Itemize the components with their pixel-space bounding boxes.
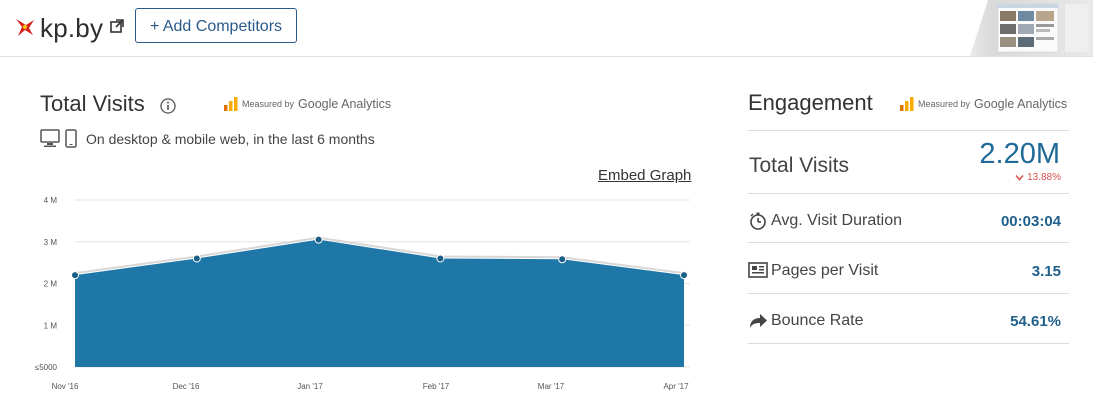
measured-by-label: Measured by: [918, 99, 971, 109]
site-favicon-icon: [16, 19, 34, 36]
divider: [748, 343, 1069, 344]
bounce-rate-label: Bounce Rate: [771, 312, 864, 329]
y-tick-label: 4 M: [44, 196, 58, 205]
pages-per-visit-label: Pages per Visit: [771, 262, 879, 279]
device-icons: [40, 129, 77, 148]
total-visits-chart: 4 M 3 M 2 M 1 M ≤5000 Nov '16 Dec '16 Jan '17 Fe…: [35, 196, 690, 391]
engagement-title: Engagement: [748, 90, 873, 115]
pages-per-visit-value: 3.15: [1031, 263, 1061, 280]
y-tick-label: ≤5000: [35, 363, 58, 372]
measured-by-label: Measured by: [242, 99, 295, 109]
engagement-total-visits-label: Total Visits: [749, 154, 849, 177]
ga-badge-engagement: Measured by Google Analytics: [900, 97, 1067, 111]
visits-line-shadow: [74, 236, 685, 275]
x-tick-label: Feb '17: [423, 382, 450, 391]
engagement-total-visits-value: 2.20M: [979, 138, 1060, 170]
stopwatch-icon: [750, 212, 766, 230]
y-tick-label: 1 M: [44, 321, 58, 330]
mobile-icon: [65, 129, 77, 148]
data-point: [315, 236, 322, 243]
visits-area: [75, 239, 684, 367]
ga-name-label: Google Analytics: [974, 97, 1068, 111]
data-point: [681, 272, 687, 279]
external-link-icon[interactable]: [110, 19, 124, 33]
embed-graph-link[interactable]: Embed Graph: [598, 167, 692, 184]
google-analytics-icon: [224, 97, 238, 111]
bounce-arrow-icon: [750, 314, 767, 328]
total-visits-title: Total Visits: [40, 91, 145, 116]
domain-title: kp.by: [40, 13, 104, 43]
x-tick-label: Jan '17: [297, 382, 323, 391]
data-point: [72, 272, 78, 279]
bounce-rate-value: 54.61%: [1010, 313, 1061, 330]
site-preview-thumbnail[interactable]: [940, 0, 1093, 56]
avg-visit-duration-value: 00:03:04: [1000, 213, 1061, 230]
divider: [748, 193, 1069, 194]
chevron-down-icon: [1015, 174, 1024, 181]
x-tick-label: Nov '16: [52, 382, 79, 391]
divider: [748, 242, 1069, 243]
ga-name-label: Google Analytics: [298, 97, 392, 111]
top-bar: kp.by + Add Competitors: [0, 0, 1093, 57]
x-tick-label: Mar '17: [538, 382, 565, 391]
data-point: [559, 256, 566, 263]
avg-visit-duration-label: Avg. Visit Duration: [771, 212, 903, 229]
total-visits-change: 13.88%: [1015, 172, 1061, 183]
data-point: [437, 255, 444, 262]
y-tick-label: 2 M: [44, 280, 58, 289]
divider: [748, 130, 1069, 131]
pages-icon: [748, 262, 768, 278]
add-competitors-button[interactable]: + Add Competitors: [135, 8, 297, 43]
info-icon[interactable]: [160, 98, 176, 114]
total-visits-change-value: 13.88%: [1027, 172, 1061, 183]
x-tick-label: Dec '16: [173, 382, 200, 391]
ga-badge-traffic: Measured by Google Analytics: [224, 97, 391, 111]
y-tick-label: 3 M: [44, 238, 58, 247]
visits-subtitle: On desktop & mobile web, in the last 6 m…: [86, 131, 375, 147]
x-tick-label: Apr '17: [663, 382, 689, 391]
google-analytics-icon: [900, 97, 914, 111]
divider: [748, 293, 1069, 294]
desktop-icon: [40, 129, 60, 147]
data-point: [193, 255, 200, 262]
